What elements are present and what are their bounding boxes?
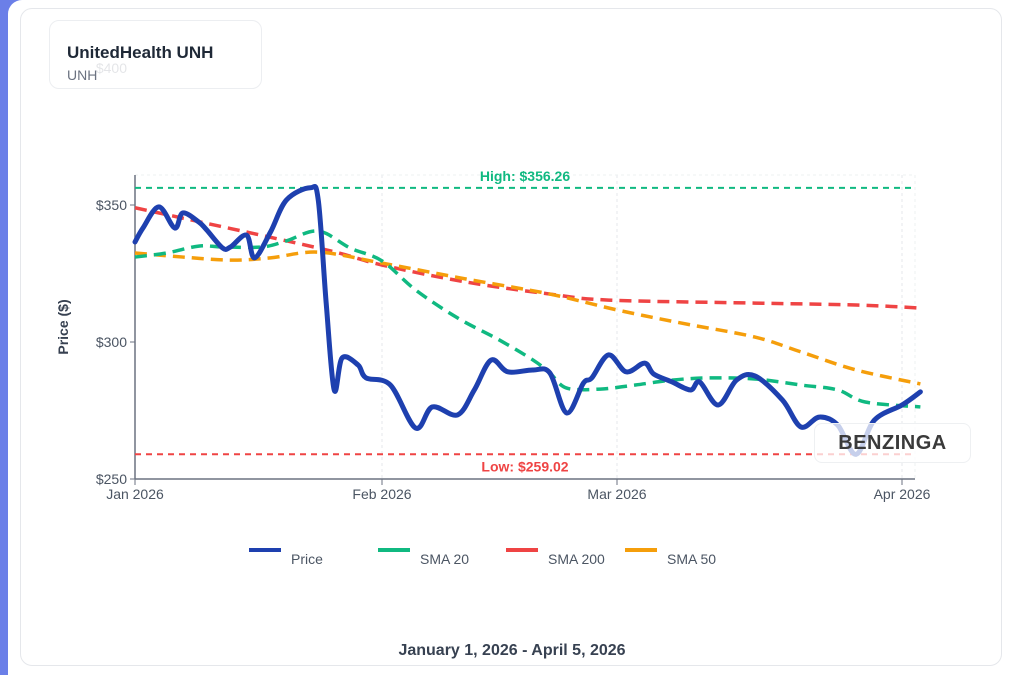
chart-title: UnitedHealth UNH — [67, 43, 214, 62]
grid — [134, 174, 916, 479]
title-card: UnitedHealth UNH UNH — [49, 20, 262, 89]
y-tick-label: $350 — [96, 197, 127, 213]
legend-label: SMA 20 — [420, 551, 469, 567]
ticker-symbol: UNH — [67, 67, 98, 83]
date-range: January 1, 2026 - April 5, 2026 — [398, 642, 626, 659]
legend-label: SMA 200 — [548, 551, 605, 567]
legend-item-sma-20: SMA 20 — [378, 548, 469, 567]
axes: Jan 2026 Feb 2026 Mar 2026 Apr 2026 $250 $300… — [96, 60, 931, 502]
y-tick-label: $300 — [96, 334, 127, 350]
chart-card — [20, 8, 1002, 666]
low-label: Low: $259.02 — [481, 458, 568, 474]
high-label: High: $356.26 — [480, 168, 570, 184]
x-tick-label: Mar 2026 — [587, 486, 646, 502]
x-tick-label: Apr 2026 — [874, 486, 931, 502]
series-sma-50 — [134, 250, 921, 386]
legend-item-sma-50: SMA 50 — [625, 548, 716, 567]
x-tick-label: Feb 2026 — [352, 486, 411, 502]
series-lines — [132, 184, 923, 457]
series-price — [132, 184, 923, 457]
x-tick-label: Jan 2026 — [106, 486, 164, 502]
legend-label: Price — [291, 551, 323, 567]
y-tick-label: $250 — [96, 471, 127, 487]
benzinga-logo: BENZINGA — [814, 423, 971, 463]
reference-lines: High: $356.26 Low: $259.02 — [135, 168, 915, 474]
legend-label: SMA 50 — [667, 551, 716, 567]
legend-item-price: Price — [249, 548, 323, 567]
y-axis-label: Price ($) — [55, 299, 71, 354]
legend: Price SMA 20 SMA 200 SMA 50 — [249, 548, 716, 567]
legend-item-sma-200: SMA 200 — [506, 548, 605, 567]
